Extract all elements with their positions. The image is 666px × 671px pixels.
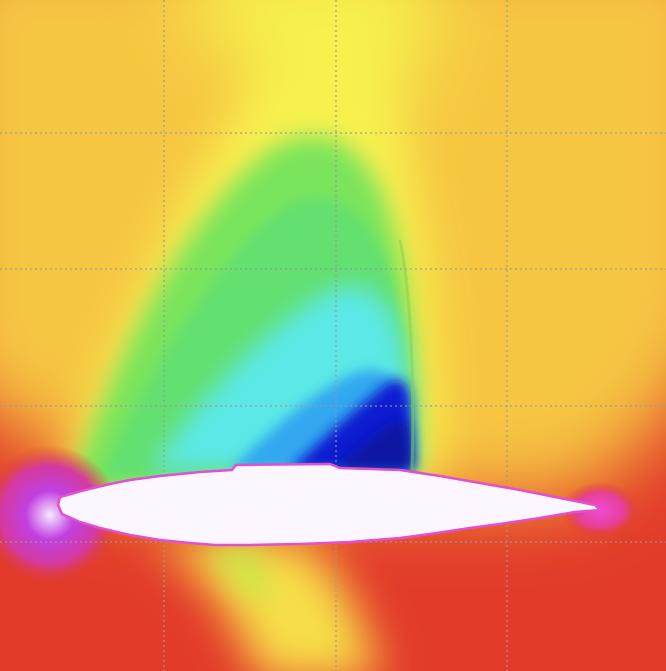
shock-wave-line [398,239,415,471]
lower-green-tint [200,545,275,600]
peak-mach-dark [335,419,412,470]
lower-yellow-band [150,540,378,671]
top-yellow-plume [192,0,435,150]
airfoil-body [56,462,603,547]
stagnation-point [0,445,120,585]
